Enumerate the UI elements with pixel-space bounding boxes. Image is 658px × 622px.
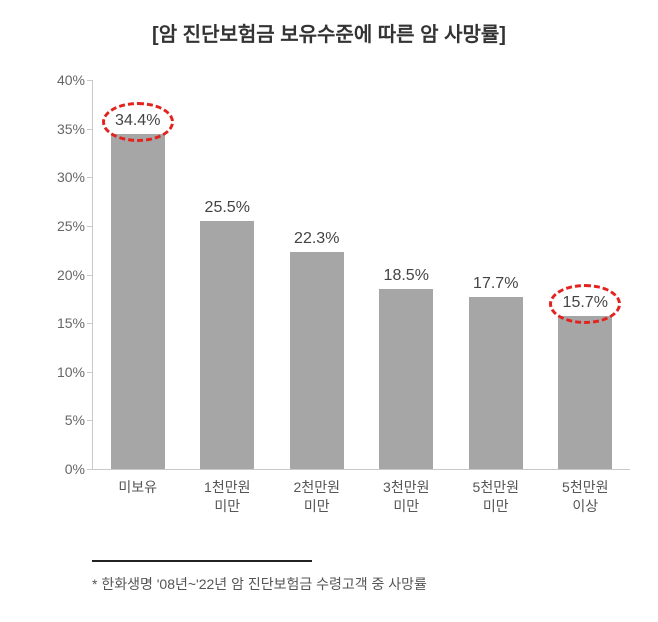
x-label-line: 미만: [393, 498, 419, 514]
x-label-line: 미보유: [118, 479, 157, 495]
chart-title: [암 진단보험금 보유수준에 따른 암 사망률]: [0, 0, 658, 47]
x-label-line: 3천만원: [383, 479, 429, 495]
y-tick-label: 30%: [41, 169, 85, 185]
x-label-line: 미만: [483, 498, 509, 514]
y-tick-mark: [87, 226, 93, 227]
bar-value-label: 22.3%: [290, 230, 344, 248]
y-tick-label: 20%: [41, 267, 85, 283]
y-tick-label: 0%: [41, 461, 85, 477]
y-tick-label: 5%: [41, 412, 85, 428]
bar: 17.7%: [469, 297, 523, 469]
y-tick-label: 15%: [41, 315, 85, 331]
footnote-divider: [92, 560, 312, 562]
x-category-label: 1천만원미만: [183, 478, 273, 516]
bar-value-label: 18.5%: [379, 267, 433, 285]
plot-area: 0%5%10%15%20%25%30%35%40%34.4%미보유25.5%1천…: [92, 80, 630, 470]
x-label-line: 5천만원: [562, 479, 608, 495]
bar-value-label: 34.4%: [111, 112, 165, 130]
bar-value-label: 25.5%: [200, 199, 254, 217]
x-label-line: 1천만원: [204, 479, 250, 495]
x-category-label: 5천만원미만: [451, 478, 541, 516]
x-category-label: 5천만원이상: [541, 478, 631, 516]
y-tick-mark: [87, 469, 93, 470]
y-tick-mark: [87, 177, 93, 178]
y-tick-mark: [87, 80, 93, 81]
x-label-line: 5천만원: [473, 479, 519, 495]
x-label-line: 미만: [214, 498, 240, 514]
bar: 18.5%: [379, 289, 433, 469]
y-tick-mark: [87, 420, 93, 421]
x-label-line: 미만: [304, 498, 330, 514]
bar: 34.4%: [111, 134, 165, 469]
y-tick-mark: [87, 323, 93, 324]
bar: 25.5%: [200, 221, 254, 469]
y-tick-label: 40%: [41, 72, 85, 88]
x-category-label: 미보유: [93, 478, 183, 497]
bar: 15.7%: [558, 316, 612, 469]
x-label-line: 2천만원: [294, 479, 340, 495]
y-tick-label: 25%: [41, 218, 85, 234]
footnote-text: * 한화생명 '08년~'22년 암 진단보험금 수령고객 중 사망률: [92, 574, 427, 594]
y-tick-mark: [87, 372, 93, 373]
y-tick-label: 10%: [41, 364, 85, 380]
y-tick-label: 35%: [41, 121, 85, 137]
y-tick-mark: [87, 129, 93, 130]
bar: 22.3%: [290, 252, 344, 469]
bar-value-label: 15.7%: [558, 294, 612, 312]
x-label-line: 이상: [572, 498, 598, 514]
bar-value-label: 17.7%: [469, 275, 523, 293]
y-tick-mark: [87, 275, 93, 276]
x-category-label: 2천만원미만: [272, 478, 362, 516]
x-category-label: 3천만원미만: [362, 478, 452, 516]
bar-chart: 0%5%10%15%20%25%30%35%40%34.4%미보유25.5%1천…: [40, 80, 630, 510]
